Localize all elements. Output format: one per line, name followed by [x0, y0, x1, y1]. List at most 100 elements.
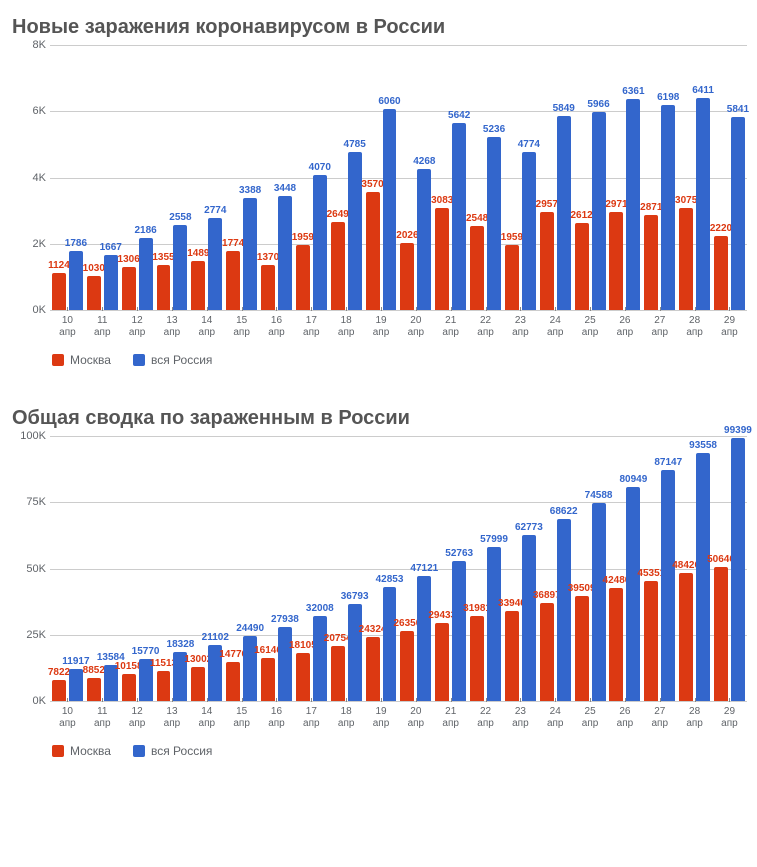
bar-moscow: 10158 [122, 674, 136, 701]
bar-group: 19594774 [503, 45, 538, 310]
bar-russia: 27938 [278, 627, 292, 701]
bar-russia: 3448 [278, 196, 292, 310]
bar-label: 5236 [483, 124, 505, 135]
bar-moscow: 2548 [470, 226, 484, 310]
bar-label: 1667 [100, 242, 122, 253]
bar-label: 1959 [292, 232, 314, 243]
legend-russia: вся Россия [133, 744, 212, 758]
x-tick: 12апр [120, 702, 155, 736]
x-tick: 15апр [224, 311, 259, 345]
bar-group: 30756411 [677, 45, 712, 310]
bar-group: 35706060 [364, 45, 399, 310]
x-tick: 18апр [329, 311, 364, 345]
bar-label: 3075 [675, 195, 697, 206]
x-tick: 27апр [642, 311, 677, 345]
bar-russia: 5849 [557, 116, 571, 310]
x-tick: 24апр [538, 702, 573, 736]
bar-label: 1030 [83, 263, 105, 274]
bar-moscow: 3083 [435, 208, 449, 310]
bar-russia: 6198 [661, 105, 675, 310]
y-tick-label: 50K [10, 563, 46, 575]
bar-russia: 3388 [243, 198, 257, 310]
x-tick: 11апр [85, 702, 120, 736]
x-tick: 10апр [50, 702, 85, 736]
x-axis-2: 10апр11апр12апр13апр14апр15апр16апр17апр… [50, 702, 747, 736]
bar-moscow: 1306 [122, 267, 136, 310]
bar-russia: 5841 [731, 117, 745, 310]
bar-group: 782211917 [50, 436, 85, 701]
x-tick: 29апр [712, 702, 747, 736]
swatch-russia [133, 745, 145, 757]
bar-label: 4070 [309, 162, 331, 173]
bar-moscow: 1959 [505, 245, 519, 310]
bar-label: 3083 [431, 195, 453, 206]
bar-moscow: 1774 [226, 251, 240, 310]
bar-russia: 6060 [383, 109, 397, 310]
bar-group: 29575849 [538, 45, 573, 310]
y-tick-label: 100K [10, 430, 46, 442]
bar-russia: 2774 [208, 218, 222, 310]
bar-group: 17743388 [224, 45, 259, 310]
swatch-moscow [52, 745, 64, 757]
x-tick: 19апр [364, 311, 399, 345]
x-tick: 21апр [433, 311, 468, 345]
bar-label: 4785 [344, 139, 366, 150]
bar-groups: 1124178610301667130621861355255814892774… [50, 45, 747, 310]
plot-area-1: 0K2K4K6K8K112417861030166713062186135525… [50, 45, 747, 311]
bar-moscow: 33940 [505, 611, 519, 701]
bar-label: 2612 [570, 210, 592, 221]
bar-group: 2075436793 [329, 436, 364, 701]
bar-russia: 4070 [313, 175, 327, 310]
x-tick: 17апр [294, 702, 329, 736]
bar-moscow: 2649 [331, 222, 345, 310]
bar-russia: 1667 [104, 255, 118, 310]
bar-moscow: 36897 [540, 603, 554, 701]
bar-group: 3394062773 [503, 436, 538, 701]
bar-label: 2220 [710, 223, 732, 234]
x-tick: 12апр [120, 311, 155, 345]
bar-russia: 42853 [383, 587, 397, 701]
bar-moscow: 1030 [87, 276, 101, 310]
bar-moscow: 2871 [644, 215, 658, 310]
x-tick: 23апр [503, 702, 538, 736]
bar-group: 1300221102 [189, 436, 224, 701]
chart-canvas: 0K2K4K6K8K112417861030166713062186135525… [10, 45, 747, 345]
bar-label: 99399 [724, 425, 752, 436]
bar-label: 5849 [553, 103, 575, 114]
x-tick: 21апр [433, 702, 468, 736]
x-tick: 16апр [259, 702, 294, 736]
x-tick: 18апр [329, 702, 364, 736]
bar-moscow: 50646 [714, 567, 728, 701]
chart-title: Новые заражения коронавирусом в России [12, 16, 747, 39]
legend-label: вся Россия [151, 353, 212, 367]
x-tick: 28апр [677, 311, 712, 345]
bar-group: 28716198 [642, 45, 677, 310]
bar-moscow: 2971 [609, 212, 623, 310]
bar-group: 1614627938 [259, 436, 294, 701]
bar-moscow: 1959 [296, 245, 310, 310]
bar-russia: 32008 [313, 616, 327, 701]
bar-group: 22205841 [712, 45, 747, 310]
x-tick: 19апр [364, 702, 399, 736]
bar-group: 30835642 [433, 45, 468, 310]
bar-russia: 4774 [522, 152, 536, 310]
chart-title: Общая сводка по зараженным в России [12, 407, 747, 430]
bar-russia: 36793 [348, 604, 362, 702]
legend-label: вся Россия [151, 744, 212, 758]
x-tick: 20апр [398, 311, 433, 345]
bar-label: 2871 [640, 202, 662, 213]
bar-label: 5841 [727, 104, 749, 115]
bar-group: 4842693558 [677, 436, 712, 701]
x-tick: 26апр [608, 311, 643, 345]
bar-russia: 5642 [452, 123, 466, 310]
bar-label: 1370 [257, 252, 279, 263]
bar-label: 1306 [118, 254, 140, 265]
bar-moscow: 1370 [261, 265, 275, 310]
bar-label: 5966 [587, 99, 609, 110]
bar-group: 13062186 [120, 45, 155, 310]
bar-russia: 5236 [487, 137, 501, 310]
x-tick: 17апр [294, 311, 329, 345]
y-tick-label: 25K [10, 629, 46, 641]
bar-label: 1786 [65, 238, 87, 249]
bar-russia: 4268 [417, 169, 431, 310]
